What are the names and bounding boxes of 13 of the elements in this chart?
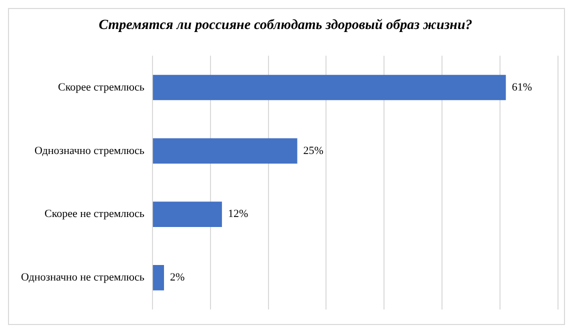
bar [152,138,298,164]
bar [152,202,222,227]
y-tick-label: Скорее не стремлюсь [44,208,144,220]
y-tick-label: Однозначно не стремлюсь [20,272,144,284]
y-tick-label: Скорее стремлюсь [58,81,144,94]
data-label: 2% [170,272,185,284]
bar [152,265,164,290]
data-label: 12% [228,208,248,220]
data-label: 25% [303,144,324,157]
bar [152,74,506,100]
y-tick-label: Однозначно стремлюсь [34,144,144,157]
data-label: 61% [512,81,532,94]
chart-title: Стремятся ли россияне соблюдать здоровый образ жизни? [98,18,472,34]
